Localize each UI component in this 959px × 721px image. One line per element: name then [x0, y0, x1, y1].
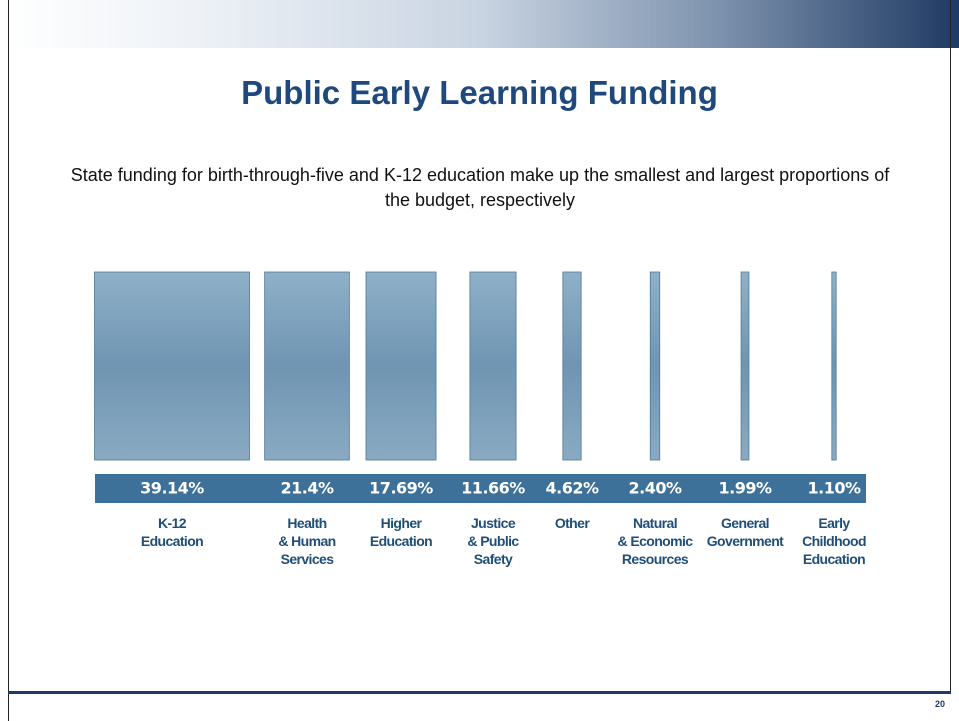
category-label: Health & Human Services: [278, 515, 336, 567]
label-band: [95, 474, 866, 503]
bill-slice: [469, 271, 517, 461]
value-label: 1.99%: [718, 479, 771, 498]
value-label: 17.69%: [369, 479, 433, 498]
category-label: Other: [554, 515, 590, 531]
bill-slice: [365, 271, 437, 461]
value-label: 11.66%: [461, 479, 525, 498]
bill-slice: [831, 271, 837, 461]
category-label: General Government: [706, 515, 784, 549]
value-label: 2.40%: [628, 479, 681, 498]
value-label: 1.10%: [807, 479, 860, 498]
bill-slice: [740, 271, 750, 461]
category-label: Natural & Economic Resources: [617, 515, 694, 567]
frame-line: [8, 0, 9, 721]
category-label: Early Childhood Education: [802, 515, 866, 567]
value-label: 39.14%: [140, 479, 204, 498]
frame-line: [950, 0, 951, 693]
category-label: Justice & Public Safety: [467, 515, 519, 567]
bill-slice: [562, 271, 582, 461]
page-number: 20: [934, 699, 945, 709]
header-band: [0, 0, 959, 48]
bill-slice: [94, 271, 250, 461]
value-label: 21.4%: [280, 479, 333, 498]
bill-slice: [649, 271, 661, 461]
slide-subtitle: State funding for birth-through-five and…: [70, 165, 890, 210]
category-label: Higher Education: [369, 515, 433, 549]
footer-line: [8, 691, 951, 694]
category-label: K-12 Education: [140, 515, 204, 549]
slide-title: Public Early Learning Funding: [241, 74, 718, 111]
bill-slice: [264, 271, 350, 461]
value-label: 4.62%: [545, 479, 598, 498]
